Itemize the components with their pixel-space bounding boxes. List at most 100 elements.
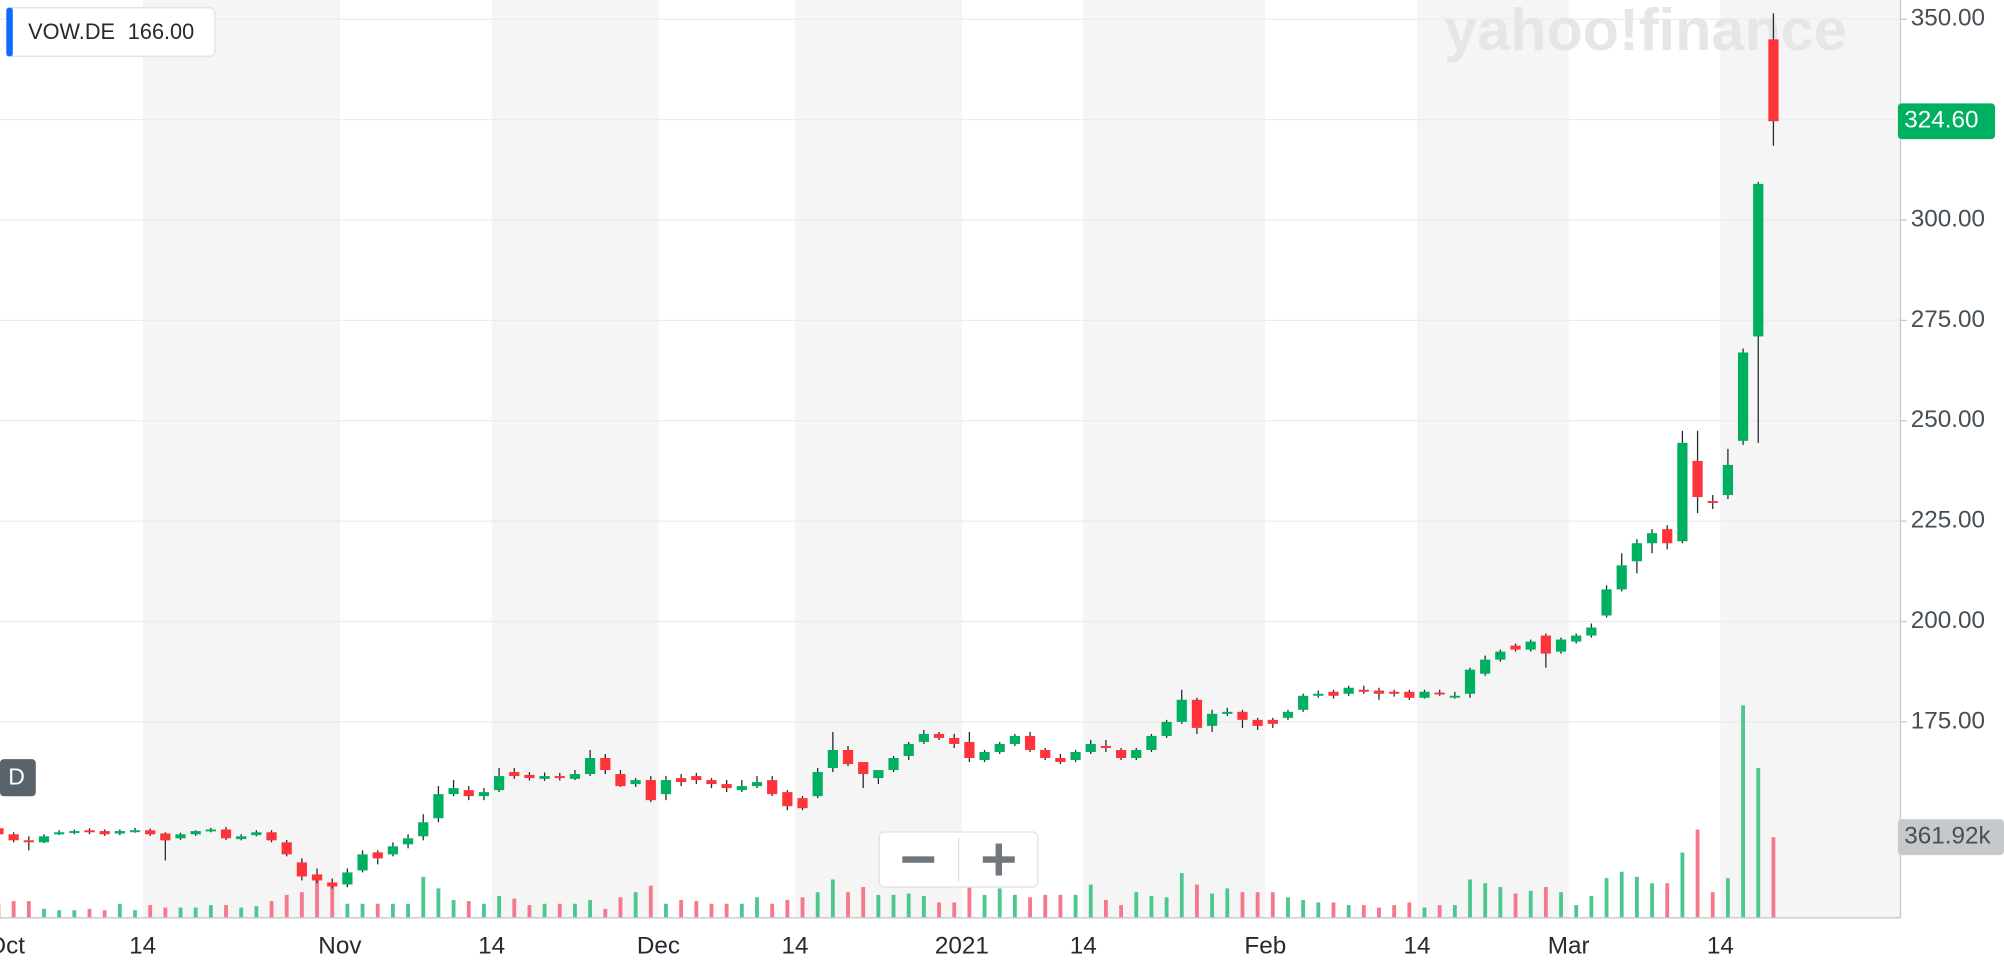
volume-bar [512,898,517,918]
volume-bar [694,901,699,918]
volume-bar [1574,905,1579,918]
candle-body [569,774,581,779]
last-volume-label: 361.92k [1904,823,1991,850]
volume-bar [1058,894,1063,918]
candle-body [1707,501,1718,503]
candle-body [1358,689,1369,692]
volume-bar [937,902,941,918]
volume-bar [679,899,684,918]
x-tick-label: 14 [1403,933,1430,960]
volume-bar [1589,895,1594,918]
candle-body [175,834,186,839]
candle-body [357,854,368,871]
candle-body [236,836,247,840]
interval-badge: D [0,759,36,797]
volume-bar [1543,887,1548,918]
candle-body [1737,352,1749,441]
volume-bar [906,893,911,918]
candle-body [160,833,171,841]
volume-bar [163,907,168,918]
x-tick-label: 14 [1707,933,1734,960]
candle-body [933,733,945,738]
y-tick-label: 225.00 [1911,507,1985,534]
candle-body [630,780,641,785]
candle-body [145,830,156,835]
candle-body [1207,713,1218,726]
volume-bar [1088,884,1093,918]
candle-body [539,776,550,779]
candle-body [220,829,232,839]
volume-bar [921,895,926,918]
volume-bar [542,903,547,918]
candle-body [1161,721,1172,736]
interval-box [0,759,36,797]
candle-body [1040,749,1051,759]
volume-bar [709,903,714,918]
date-band [1720,0,1901,918]
candle-body [1191,699,1203,728]
grid [0,18,1901,723]
volume-bar [1301,899,1306,918]
volume-bar [633,892,638,918]
volume-bar [254,906,259,918]
volume-bar [1240,892,1245,918]
zoom-in-icon [995,843,1002,876]
y-tick-label: 350.00 [1911,5,1985,32]
volume-bar [1513,893,1518,918]
volume-bar [770,903,775,918]
volume-bar [1771,837,1776,918]
candle-body [1389,691,1400,694]
volume-bar [846,892,850,918]
price-labels: 324.60 361.92k [1897,103,2004,856]
volume-bar [1437,905,1442,918]
x-tick-label: 2021 [935,933,989,960]
date-band [142,0,340,918]
volume-bar [588,899,593,918]
candle-body [1328,691,1339,696]
volume-bar [1452,905,1457,918]
candle-body [1024,735,1036,750]
volume-bar [967,887,972,918]
date-band [1083,0,1266,918]
candle-body [1434,692,1445,695]
candle-body [1100,745,1112,748]
volume-bar [299,892,304,918]
candle-body [251,832,262,836]
volume-bar [1528,890,1533,918]
symbol-badge: VOW.DE 166.00 [5,7,216,57]
candle-body [615,774,626,787]
volume-bar [1270,892,1275,918]
y-tick-label: 275.00 [1911,306,1985,333]
candle-body [1768,39,1779,122]
candle-body [1753,183,1764,337]
last-price-box [1897,103,1996,140]
candle-body [1480,659,1491,674]
volume-bar [785,899,790,918]
volume-bar [527,905,532,918]
volume-bar [1634,876,1639,918]
volume-bar [1710,892,1715,918]
candle-body [660,780,672,795]
candle-body [842,749,854,765]
volume-bar [664,903,668,918]
volume-bar [1680,852,1685,918]
candle-body [1616,565,1627,590]
volume-bar [1104,899,1108,918]
candle-body [478,792,490,797]
volume-bar [557,903,562,918]
candle-body [8,834,19,841]
volume-bar [755,897,759,918]
candle-body [0,828,4,835]
candle-body [99,831,110,835]
volume-bar [1179,873,1184,918]
y-tick-label: 200.00 [1911,607,1985,634]
volume-bar [982,894,987,918]
candle-body [327,882,338,887]
volume-bar [11,901,16,918]
volume-bar [1331,902,1336,918]
x-tick-label: 14 [782,933,809,960]
interval-label: D [8,763,25,789]
volume-bar [648,885,653,918]
volume-bar [26,901,31,918]
